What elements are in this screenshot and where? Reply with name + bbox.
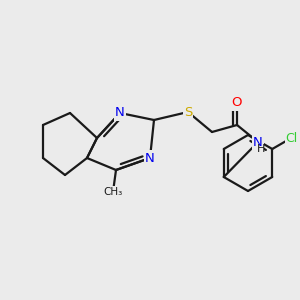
Text: CH₃: CH₃	[103, 187, 123, 197]
Text: N: N	[253, 136, 263, 148]
Text: H: H	[257, 144, 265, 154]
Text: S: S	[184, 106, 192, 118]
Text: N: N	[145, 152, 155, 164]
Text: N: N	[115, 106, 125, 119]
Text: Cl: Cl	[285, 131, 297, 145]
Text: O: O	[232, 97, 242, 110]
